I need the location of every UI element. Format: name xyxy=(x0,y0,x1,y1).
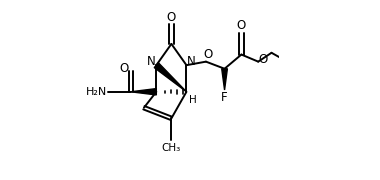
Text: H₂N: H₂N xyxy=(86,87,107,97)
Text: F: F xyxy=(221,91,228,104)
Polygon shape xyxy=(131,89,156,95)
Text: O: O xyxy=(258,53,268,66)
Text: N: N xyxy=(147,55,155,68)
Text: O: O xyxy=(203,48,213,61)
Text: O: O xyxy=(119,62,128,75)
Text: CH₃: CH₃ xyxy=(162,143,181,153)
Text: O: O xyxy=(237,19,246,32)
Text: H: H xyxy=(189,95,197,105)
Polygon shape xyxy=(154,63,187,92)
Polygon shape xyxy=(222,69,227,90)
Text: O: O xyxy=(167,11,176,24)
Text: N: N xyxy=(187,55,196,68)
